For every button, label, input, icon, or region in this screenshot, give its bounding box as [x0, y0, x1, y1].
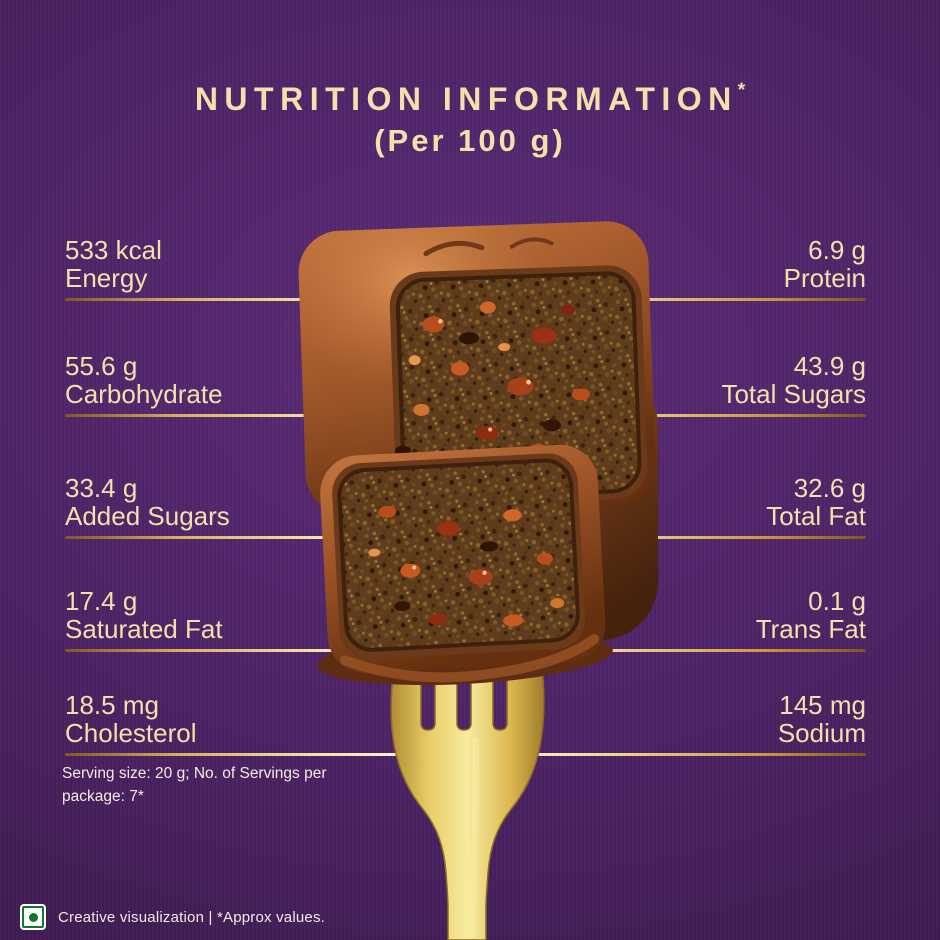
page-subtitle: (Per 100 g): [374, 123, 566, 158]
nutrient-value: 33.4 g: [65, 473, 138, 503]
nutrient-label: Trans Fat: [755, 614, 866, 644]
title-text: NUTRITION INFORMATION: [194, 81, 738, 117]
nutrient-value: 533 kcal: [65, 235, 162, 265]
chocolate-fork-illustration: [298, 221, 658, 940]
title-asterisk: *: [737, 80, 746, 101]
nutrient-value: 55.6 g: [65, 351, 138, 381]
nutrient-label: Added Sugars: [65, 501, 230, 531]
nutrient-value: 145 mg: [779, 690, 866, 720]
nutrient-value: 18.5 mg: [65, 690, 159, 720]
nutrient-right: 43.9 g Total Sugars: [721, 352, 866, 408]
nutrient-label: Total Fat: [766, 501, 866, 531]
nutrient-value: 17.4 g: [65, 586, 138, 616]
fruit-bits: [368, 505, 565, 627]
nutrient-value: 0.1 g: [808, 586, 866, 616]
nutrient-right: 6.9 g Protein: [784, 236, 866, 292]
nutrient-label: Sodium: [777, 718, 866, 748]
nutrient-left: 533 kcal Energy: [65, 236, 162, 292]
chocolate-bottom-piece: [317, 444, 613, 686]
nutrient-label: Cholesterol: [65, 718, 197, 748]
nutrient-label: Carbohydrate: [65, 379, 223, 409]
footer: Creative visualization | *Approx values.: [20, 903, 325, 931]
vegetarian-mark-frame: [22, 906, 44, 928]
nutrient-right: 0.1 g Trans Fat: [756, 587, 866, 643]
gold-fork: [390, 660, 545, 940]
nutrient-label: Saturated Fat: [65, 614, 223, 644]
page-title: NUTRITION INFORMATION*: [0, 74, 940, 116]
nutrient-left: 33.4 g Added Sugars: [65, 474, 230, 530]
nutrient-label: Protein: [783, 263, 866, 293]
serving-note-line1: Serving size: 20 g; No. of Servings per: [62, 765, 327, 782]
nutrient-right: 32.6 g Total Fat: [766, 474, 866, 530]
nutrient-left: 17.4 g Saturated Fat: [65, 587, 223, 643]
chocolate-top-piece: [298, 221, 656, 515]
serving-note-line2: package: 7*: [62, 788, 144, 805]
nutrient-right: 145 mg Sodium: [778, 691, 866, 747]
footer-disclaimer: Creative visualization | *Approx values.: [58, 908, 326, 926]
vegetarian-mark-dot: [28, 912, 38, 922]
nutrient-left: 18.5 mg Cholesterol: [65, 691, 197, 747]
nutrient-value: 43.9 g: [793, 351, 866, 381]
vegetarian-mark-icon: [20, 904, 46, 930]
nutrient-value: 6.9 g: [808, 235, 866, 265]
nutrient-left: 55.6 g Carbohydrate: [65, 352, 223, 408]
nutrient-label: Total Sugars: [721, 379, 866, 409]
nutrient-label: Energy: [65, 263, 148, 293]
serving-note: Serving size: 20 g; No. of Servings per …: [62, 762, 327, 808]
nutrient-value: 32.6 g: [793, 473, 866, 503]
